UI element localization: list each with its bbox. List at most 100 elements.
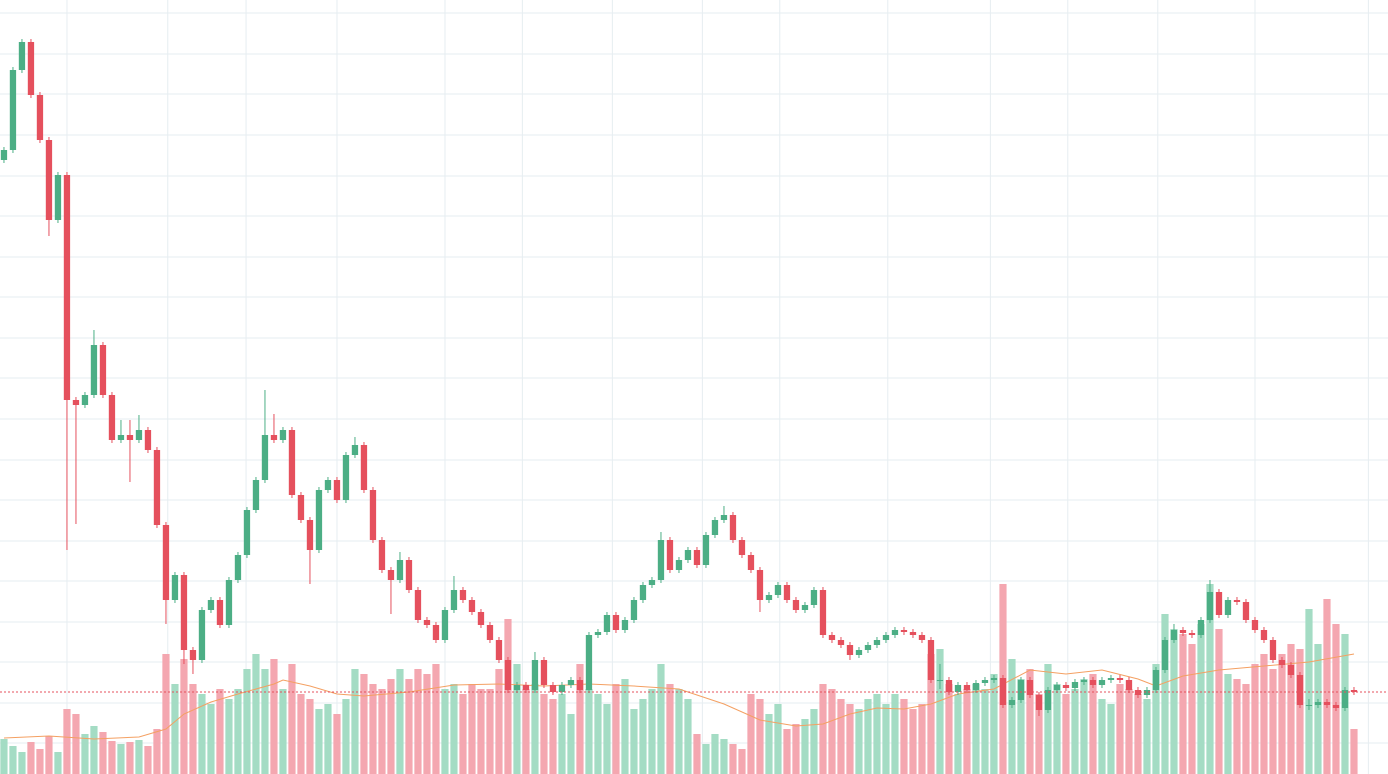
candle-body [243,510,251,555]
volume-bar [1269,669,1277,774]
candle-body [1188,633,1196,635]
candle-body [0,150,8,160]
volume-bar [243,669,251,774]
volume-bar [666,684,674,774]
volume-bar [441,689,449,774]
volume-bar [837,699,845,774]
volume-bar [855,709,863,774]
volume-bar [432,664,440,774]
candle-body [1152,670,1160,690]
candle-body [729,515,737,540]
candle-body [1098,680,1106,685]
candle-body [720,515,728,520]
candle-body [1215,592,1223,615]
candle-body [126,435,134,440]
volume-bar [954,694,962,774]
volume-bar [738,749,746,774]
candle-body [90,345,98,395]
candle-body [180,575,188,650]
volume-bar [1035,694,1043,774]
candle-body [450,590,458,610]
candle-body [153,450,161,525]
volume-bar [198,694,206,774]
volume-bar [477,689,485,774]
volume-bar [1314,644,1322,774]
volume-bar [171,684,179,774]
volume-bar [1089,674,1097,774]
volume-bar [261,669,269,774]
candle-body [1044,690,1052,710]
volume-bar [540,694,548,774]
volume-bar [252,654,260,774]
volume-bar [990,674,998,774]
volume-bar [360,674,368,774]
candle-body [531,660,539,690]
volume-bar [729,744,737,774]
volume-bar [1350,729,1358,774]
volume-bar [603,704,611,774]
volume-bar [351,669,359,774]
candle-body [1107,678,1115,680]
candle-body [459,590,467,600]
volume-bar [72,714,80,774]
volume-bar [1188,644,1196,774]
candle-body [1053,685,1061,690]
volume-bar [1017,679,1025,774]
candle-body [441,610,449,640]
candle-body [387,570,395,580]
candle-body [477,612,485,625]
candle-body [1089,680,1097,685]
volume-bar [459,694,467,774]
candle-body [1305,705,1313,706]
volume-bar [315,709,323,774]
candle-body [1224,600,1232,615]
candle-body [981,680,989,683]
volume-bar [639,699,647,774]
volume-bar [657,664,665,774]
candle-body [855,650,863,655]
volume-bar [756,699,764,774]
volume-bar [567,714,575,774]
candle-body [1197,620,1205,635]
candle-body [369,490,377,540]
candle-body [333,480,341,500]
volume-bar [909,709,917,774]
candle-body [207,600,215,610]
candle-body [891,630,899,635]
candle-body [99,345,107,395]
volume-bar [270,659,278,774]
volume-bar [594,694,602,774]
volume-bar [1260,654,1268,774]
volume-bar [153,729,161,774]
candle-body [1116,678,1124,680]
candle-body [279,430,287,440]
candle-body [864,645,872,650]
candle-body [414,590,422,620]
candle-body [1035,695,1043,710]
volume-bar [828,689,836,774]
candle-body [1323,702,1331,705]
volume-bar [711,734,719,774]
candle-body [486,625,494,640]
volume-bar [234,689,242,774]
candle-body [801,605,809,610]
candle-body [999,678,1007,705]
volume-bar [504,619,512,774]
volume-bar [1062,694,1070,774]
volume-bar [90,726,98,774]
candle-body [1161,640,1169,670]
volume-bar [468,684,476,774]
candle-body [1080,680,1088,682]
candle-body [360,445,368,490]
volume-bar [702,744,710,774]
volume-bar [333,714,341,774]
candle-body [783,585,791,600]
candle-body [945,680,953,692]
candle-body [756,570,764,600]
volume-bar [1215,629,1223,774]
candle-body [171,575,179,600]
volume-bar [927,654,935,774]
candle-body [117,435,125,440]
candle-body [819,590,827,635]
volume-bar [846,704,854,774]
